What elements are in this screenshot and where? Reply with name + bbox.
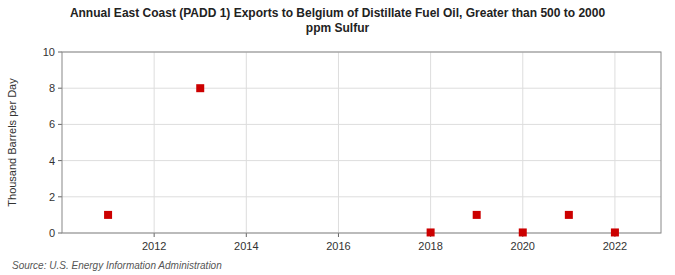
x-grid-line xyxy=(154,52,155,233)
title: Annual East Coast (PADD 1) Exports to Be… xyxy=(70,6,606,35)
point xyxy=(104,211,112,219)
source-note: Source: U.S. Energy Information Administ… xyxy=(12,260,222,271)
grid xyxy=(62,52,661,233)
x-tick-label: 2014 xyxy=(234,240,258,252)
y-tick-label: 6 xyxy=(49,118,55,130)
point xyxy=(196,84,204,92)
y-tick-label: 0 xyxy=(49,227,55,239)
y-tick-label: 2 xyxy=(49,191,55,203)
x-grid-line xyxy=(522,52,523,233)
points xyxy=(104,84,619,236)
x-grid-line xyxy=(246,52,247,233)
plot-frame xyxy=(62,52,661,233)
y-grid-line xyxy=(62,124,661,125)
y-tick xyxy=(58,233,62,234)
y-grid-line xyxy=(62,160,661,161)
y-tick xyxy=(58,124,62,125)
point xyxy=(565,211,573,219)
axes: 0 2 4 6 8 10 2012 2014 2016 2018 2020 2022 xyxy=(43,46,661,252)
point xyxy=(519,228,527,236)
x-grid-line xyxy=(430,52,431,233)
y-tick-label: 10 xyxy=(43,46,55,58)
x-tick-label: 2012 xyxy=(142,240,166,252)
y-grid-line xyxy=(62,196,661,197)
x-tick-label: 2020 xyxy=(511,240,535,252)
y-axis-label: Thousand Barrels per Day xyxy=(6,78,18,207)
y-tick xyxy=(58,88,62,89)
y-tick xyxy=(58,160,62,161)
point xyxy=(473,211,481,219)
x-grid-line xyxy=(614,52,615,233)
point xyxy=(427,228,435,236)
x-tick xyxy=(246,233,247,237)
y-tick xyxy=(58,52,62,53)
y-grid-line xyxy=(62,88,661,89)
point xyxy=(611,228,619,236)
y-tick-label: 4 xyxy=(49,155,55,167)
x-tick xyxy=(154,233,155,237)
x-tick-label: 2018 xyxy=(418,240,442,252)
chart: Annual East Coast (PADD 1) Exports to Be… xyxy=(0,0,675,275)
x-tick-label: 2016 xyxy=(326,240,350,252)
x-tick-label: 2022 xyxy=(603,240,627,252)
y-tick xyxy=(58,196,62,197)
y-tick-label: 8 xyxy=(49,82,55,94)
plot-area xyxy=(62,52,661,233)
x-tick xyxy=(338,233,339,237)
x-grid-line xyxy=(338,52,339,233)
